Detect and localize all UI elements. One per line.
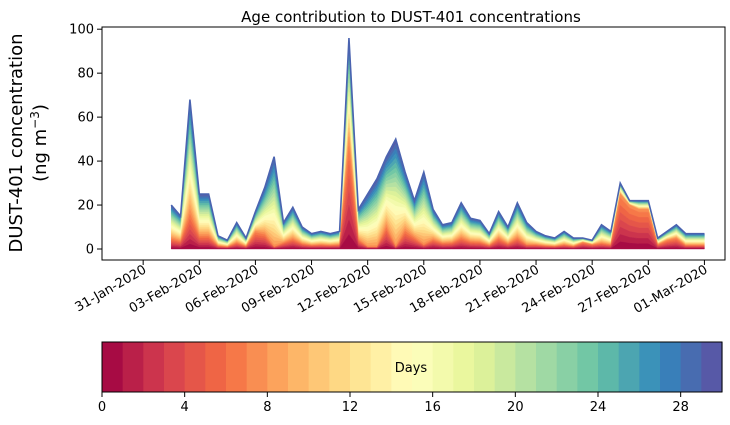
- colorbar-bin-15: [412, 342, 434, 392]
- colorbar-bin-20: [515, 342, 537, 392]
- colorbar-bin-7: [246, 342, 268, 392]
- colorbar-label: Days: [395, 361, 428, 376]
- x-axis: 31-Jan-202003-Feb-202006-Feb-202009-Feb-…: [73, 260, 710, 317]
- colorbar-bin-5: [205, 342, 227, 392]
- colorbar-bin-21: [536, 342, 558, 392]
- colorbar-bin-22: [556, 342, 578, 392]
- y-tick-label: 60: [77, 111, 94, 126]
- y-tick-label: 80: [77, 67, 94, 82]
- colorbar-bin-23: [577, 342, 599, 392]
- y-axis-unit-suffix: ): [30, 104, 51, 111]
- y-tick-label: 100: [69, 23, 94, 38]
- colorbar-bin-14: [391, 342, 413, 392]
- colorbar-bin-8: [267, 342, 289, 392]
- colorbar: [102, 342, 723, 392]
- colorbar-bin-1: [122, 342, 144, 392]
- colorbar-bin-18: [474, 342, 496, 392]
- y-tick-label: 40: [77, 155, 94, 170]
- y-tick-label: 0: [86, 243, 94, 258]
- colorbar-bin-29: [701, 342, 723, 392]
- colorbar-bin-2: [143, 342, 165, 392]
- age-band-0: [171, 234, 705, 250]
- colorbar-bin-11: [329, 342, 351, 392]
- y-axis-unit-exponent: −3: [28, 111, 42, 129]
- colorbar-ticks: 0 4 8 12 16 20 24 28: [98, 392, 689, 415]
- y-tick-label: 20: [77, 199, 94, 214]
- colorbar-bin-25: [618, 342, 640, 392]
- colorbar-bin-28: [680, 342, 702, 392]
- colorbar-tick-label: 16: [424, 400, 441, 415]
- colorbar-bin-6: [226, 342, 248, 392]
- colorbar-bin-9: [288, 342, 310, 392]
- plot-frame: [101, 26, 726, 261]
- colorbar-tick-label: 28: [672, 400, 689, 415]
- colorbar-tick-label: 20: [507, 400, 524, 415]
- y-axis: 0 20 40 60 80 100: [69, 23, 102, 258]
- colorbar-bin-4: [184, 342, 206, 392]
- colorbar-bin-16: [432, 342, 454, 392]
- colorbar-tick-label: 24: [590, 400, 607, 415]
- colorbar-bin-26: [639, 342, 661, 392]
- colorbar-frame: [101, 341, 723, 393]
- colorbar-bin-19: [494, 342, 516, 392]
- colorbar-bin-27: [660, 342, 682, 392]
- colorbar-tick-label: 4: [181, 400, 189, 415]
- plot-area: [170, 37, 705, 250]
- y-axis-unit-prefix: (ng m: [30, 129, 51, 182]
- colorbar-bin-13: [370, 342, 392, 392]
- chart-title: Age contribution to DUST-401 concentrati…: [241, 8, 581, 26]
- colorbar-bin-17: [453, 342, 475, 392]
- colorbar-bin-0: [102, 342, 124, 392]
- colorbar-tick-label: 0: [98, 400, 106, 415]
- colorbar-bin-10: [308, 342, 330, 392]
- colorbar-bin-12: [350, 342, 372, 392]
- total-concentration-line: [170, 37, 705, 242]
- colorbar-tick-label: 12: [342, 400, 359, 415]
- colorbar-tick-label: 8: [263, 400, 271, 415]
- colorbar-bin-24: [598, 342, 620, 392]
- y-axis-unit: (ng m−3): [28, 104, 51, 182]
- y-axis-title: DUST-401 concentration: [6, 33, 27, 252]
- colorbar-bin-3: [164, 342, 186, 392]
